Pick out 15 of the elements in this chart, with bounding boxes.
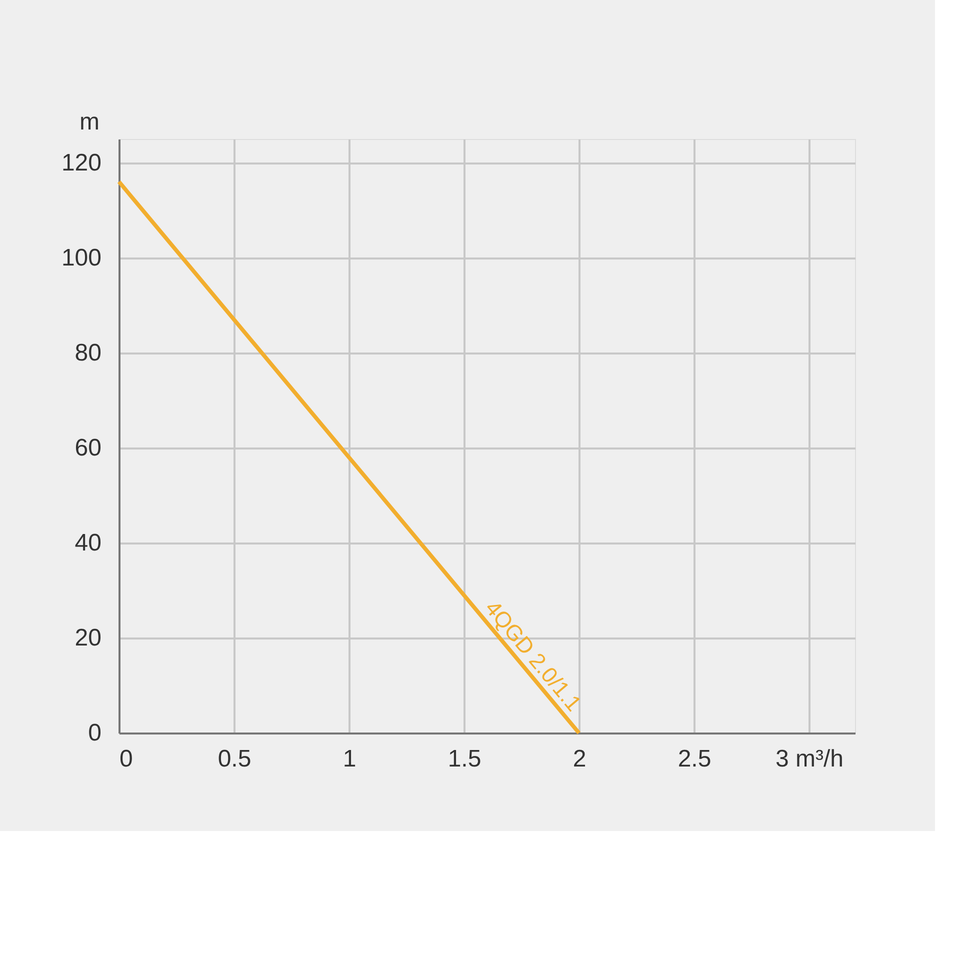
x-tick-label: 3 m³/h [775, 746, 844, 772]
x-tick-label: 1 [342, 746, 356, 772]
y-tick-label: 40 [74, 529, 102, 556]
y-tick-label: 60 [74, 434, 102, 462]
x-tick-label: 0.5 [218, 746, 252, 772]
y-tick-label: 80 [74, 339, 102, 366]
x-tick-label: 0 [120, 746, 133, 772]
y-tick-label: 120 [61, 149, 102, 176]
y-tick-label: 100 [61, 244, 102, 272]
y-tick-label: 0 [88, 720, 102, 746]
x-tick-label: 2 [572, 746, 586, 772]
y-axis-title: m [80, 108, 100, 136]
x-tick-label: 2.5 [678, 746, 712, 772]
y-tick-label: 20 [74, 624, 102, 652]
x-tick-label: 1.5 [448, 746, 482, 772]
